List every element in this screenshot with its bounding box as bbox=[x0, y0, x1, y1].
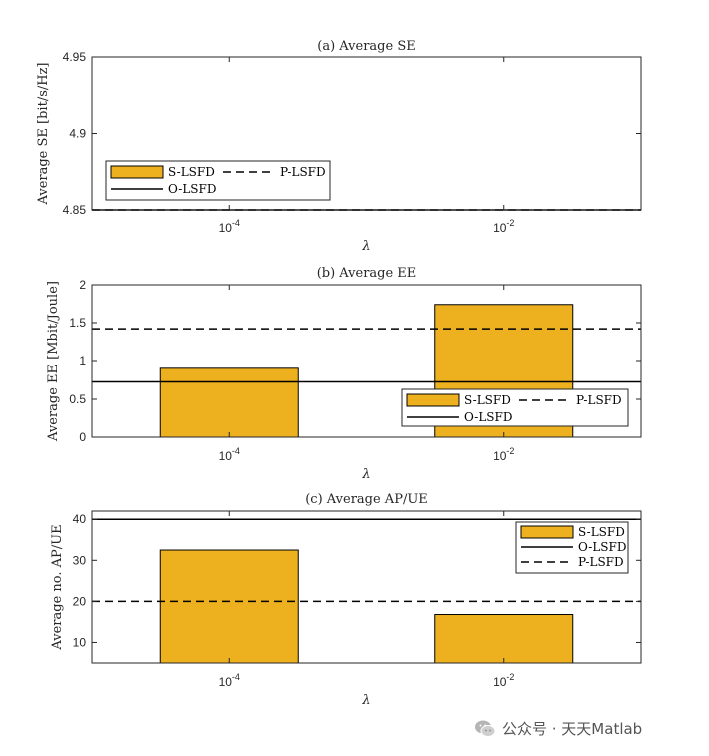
legend: S-LSFD P-LSFD O-LSFD bbox=[105, 160, 331, 201]
chart-panel-3: 10 20 30 40 10-4 10-2 (c) Average AP/UE λ Averag… bbox=[50, 492, 642, 708]
bar bbox=[434, 614, 574, 664]
y-axis-label: Average no. AP/UE bbox=[50, 524, 65, 650]
legend-label: O-LSFD bbox=[464, 410, 512, 424]
x-tick-label: 10-4 bbox=[219, 218, 240, 235]
legend-label: P-LSFD bbox=[576, 393, 622, 407]
legend-swatch-bar bbox=[406, 393, 460, 407]
legend-swatch-bar bbox=[110, 165, 164, 179]
y-tick-label: 0 bbox=[79, 430, 86, 444]
x-tick-label: 10-2 bbox=[493, 446, 514, 463]
x-axis-label: λ bbox=[361, 467, 370, 482]
y-tick-label: 20 bbox=[73, 594, 87, 608]
x-tick-label: 10-2 bbox=[493, 218, 514, 235]
chart-title: (a) Average SE bbox=[317, 39, 415, 54]
watermark-text: 公众号 · 天天Matlab bbox=[502, 720, 643, 738]
y-tick-label: 4.9 bbox=[69, 127, 86, 141]
bar bbox=[159, 549, 299, 664]
x-axis-label: λ bbox=[361, 239, 370, 254]
chart-panel-2: 0 0.5 1 1.5 2 10-4 10-2 (b) Average EE λ Average … bbox=[46, 266, 642, 482]
y-tick-label: 4.95 bbox=[63, 50, 87, 64]
y-axis-label: Average SE [bit/s/Hz] bbox=[36, 62, 51, 205]
x-tick-label: 10-2 bbox=[493, 672, 514, 689]
y-tick-label: 10 bbox=[73, 635, 87, 649]
legend-label: P-LSFD bbox=[280, 165, 326, 179]
y-tick-label: 40 bbox=[73, 512, 87, 526]
chart-title: (b) Average EE bbox=[317, 266, 417, 281]
y-tick-label: 2 bbox=[79, 278, 86, 292]
chart-title: (c) Average AP/UE bbox=[305, 492, 428, 507]
chart-panel-1: 4.85 4.9 4.95 10-4 10-2 (a) Average SE λ Averag… bbox=[36, 39, 642, 254]
y-tick-label: 0.5 bbox=[69, 392, 86, 406]
x-tick-label: 10-4 bbox=[219, 446, 240, 463]
axes-box bbox=[91, 510, 642, 664]
legend-label: S-LSFD bbox=[578, 525, 625, 539]
y-tick-label: 4.85 bbox=[63, 203, 87, 217]
y-tick-label: 1 bbox=[79, 354, 86, 368]
legend-label: P-LSFD bbox=[578, 555, 624, 569]
wechat-icon bbox=[474, 718, 496, 740]
legend-label: S-LSFD bbox=[464, 393, 511, 407]
y-tick-label: 1.5 bbox=[69, 316, 86, 330]
x-tick-label: 10-4 bbox=[219, 672, 240, 689]
legend-label: O-LSFD bbox=[168, 182, 216, 196]
y-axis-label: Average EE [Mbit/Joule] bbox=[46, 281, 61, 442]
x-axis-label: λ bbox=[361, 693, 370, 708]
y-tick-label: 30 bbox=[73, 553, 87, 567]
legend-label: S-LSFD bbox=[168, 165, 215, 179]
legend-swatch-bar bbox=[520, 525, 574, 539]
legend: S-LSFD P-LSFD O-LSFD bbox=[401, 388, 629, 427]
bar bbox=[159, 367, 299, 438]
legend-label: O-LSFD bbox=[578, 540, 626, 554]
